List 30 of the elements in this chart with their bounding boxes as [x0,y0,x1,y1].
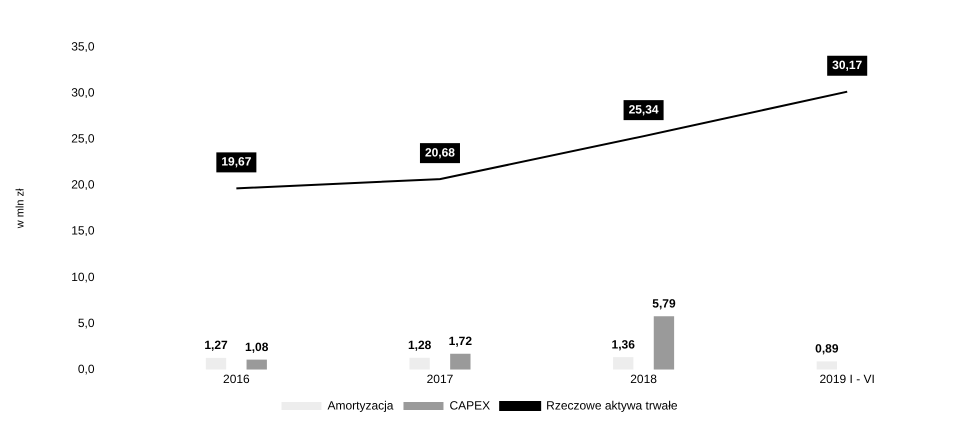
y-tick-label: 15,0 [71,224,95,238]
data-label: 1,08 [245,340,269,354]
data-label: 20,68 [424,145,456,160]
x-tick-label: 2017 [426,372,454,386]
data-label: 1,27 [204,338,228,352]
x-tick-label: 2016 [223,372,250,386]
y-tick-label: 25,0 [71,132,95,146]
data-label: 0,89 [815,342,839,356]
legend-label: CAPEX [449,398,490,412]
y-axis-title: w mln zł [14,188,27,230]
y-tick-label: 20,0 [71,178,95,192]
x-tick-label: 2019 I - VI [820,372,875,386]
data-label: 1,36 [612,337,636,352]
legend-label: Rzeczowe aktywa trwałe [546,398,678,412]
y-tick-label: 10,0 [71,270,95,284]
bar [246,360,267,370]
y-tick-label: 0,0 [78,362,95,376]
bar [654,316,674,370]
data-label: 1,72 [448,334,472,348]
data-label: 19,67 [221,154,252,169]
y-tick-label: 5,0 [78,316,95,330]
y-tick-label: 30,0 [71,86,95,100]
bar [450,354,471,370]
data-label: 1,28 [408,338,432,352]
legend-label: Amortyzacja [327,398,394,412]
y-tick-label: 35,0 [71,40,95,54]
x-tick-label: 2018 [630,372,658,386]
data-label: 5,79 [652,296,676,311]
data-label: 30,17 [832,58,863,72]
data-label: 25,34 [628,102,659,116]
